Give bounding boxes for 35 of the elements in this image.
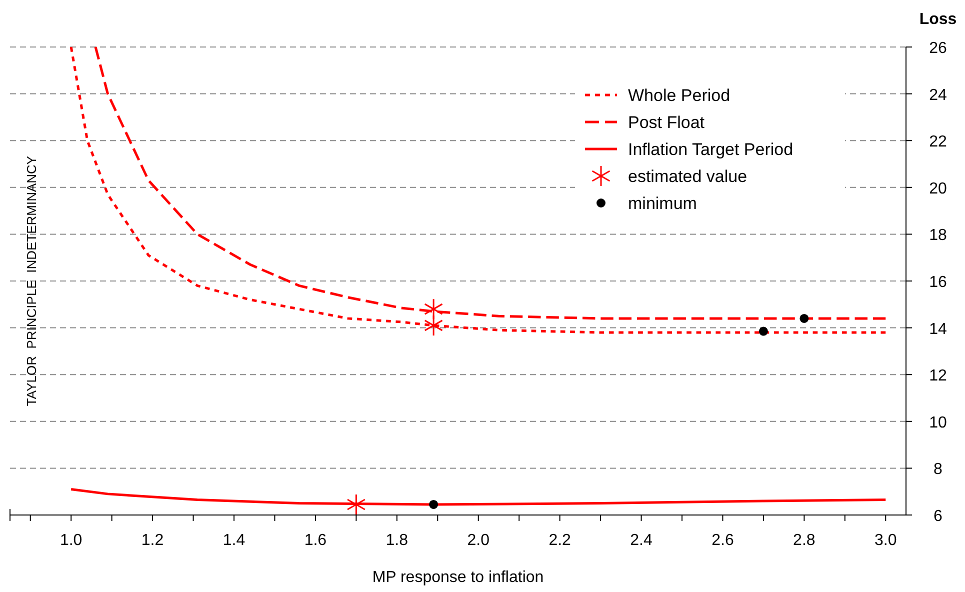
legend-label: Whole Period bbox=[628, 86, 730, 105]
y-tick-label: 16 bbox=[929, 274, 947, 291]
y-axis-title: Loss bbox=[919, 11, 957, 28]
y-tick-label: 6 bbox=[934, 508, 943, 525]
annotation: TAYLOR PRINCIPLE INDETERMINANCY bbox=[24, 156, 39, 406]
x-tick-label: 2.8 bbox=[793, 532, 816, 549]
x-tick-label: 1.0 bbox=[60, 532, 82, 549]
x-tick-label: 2.4 bbox=[630, 532, 652, 549]
legend-label: Post Float bbox=[628, 113, 705, 132]
point bbox=[424, 298, 444, 320]
y-tick-label: 20 bbox=[929, 180, 947, 198]
y-tick-label: 24 bbox=[929, 86, 947, 104]
y-tick-label: 10 bbox=[929, 414, 947, 432]
x-tick-label: 1.2 bbox=[141, 532, 164, 549]
y-tick-label: 26 bbox=[929, 40, 947, 57]
x-tick-label: 3.0 bbox=[874, 532, 897, 549]
point bbox=[758, 326, 768, 336]
x-tick-label: 1.6 bbox=[304, 532, 327, 549]
legend-label: minimum bbox=[628, 194, 697, 213]
x-tick-label: 2.2 bbox=[548, 532, 572, 549]
point bbox=[800, 314, 809, 323]
legend-label: estimated value bbox=[628, 167, 748, 186]
y-tick-label: 8 bbox=[934, 461, 943, 478]
point bbox=[429, 500, 438, 509]
point bbox=[346, 494, 366, 516]
x-tick-label: 1.8 bbox=[386, 532, 408, 549]
y-tick-label: 12 bbox=[929, 368, 947, 385]
x-tick-label: 2.0 bbox=[467, 532, 490, 549]
y-tick-label: 18 bbox=[929, 227, 947, 244]
x-tick-label: 1.4 bbox=[222, 532, 246, 549]
y-tick-label: 22 bbox=[929, 134, 947, 151]
y-tick-label: 14 bbox=[929, 320, 947, 338]
x-tick-label: 2.6 bbox=[712, 532, 734, 549]
legend-label: Inflation Target Period bbox=[628, 140, 794, 159]
x-axis-title: MP response to inflation bbox=[372, 569, 544, 586]
